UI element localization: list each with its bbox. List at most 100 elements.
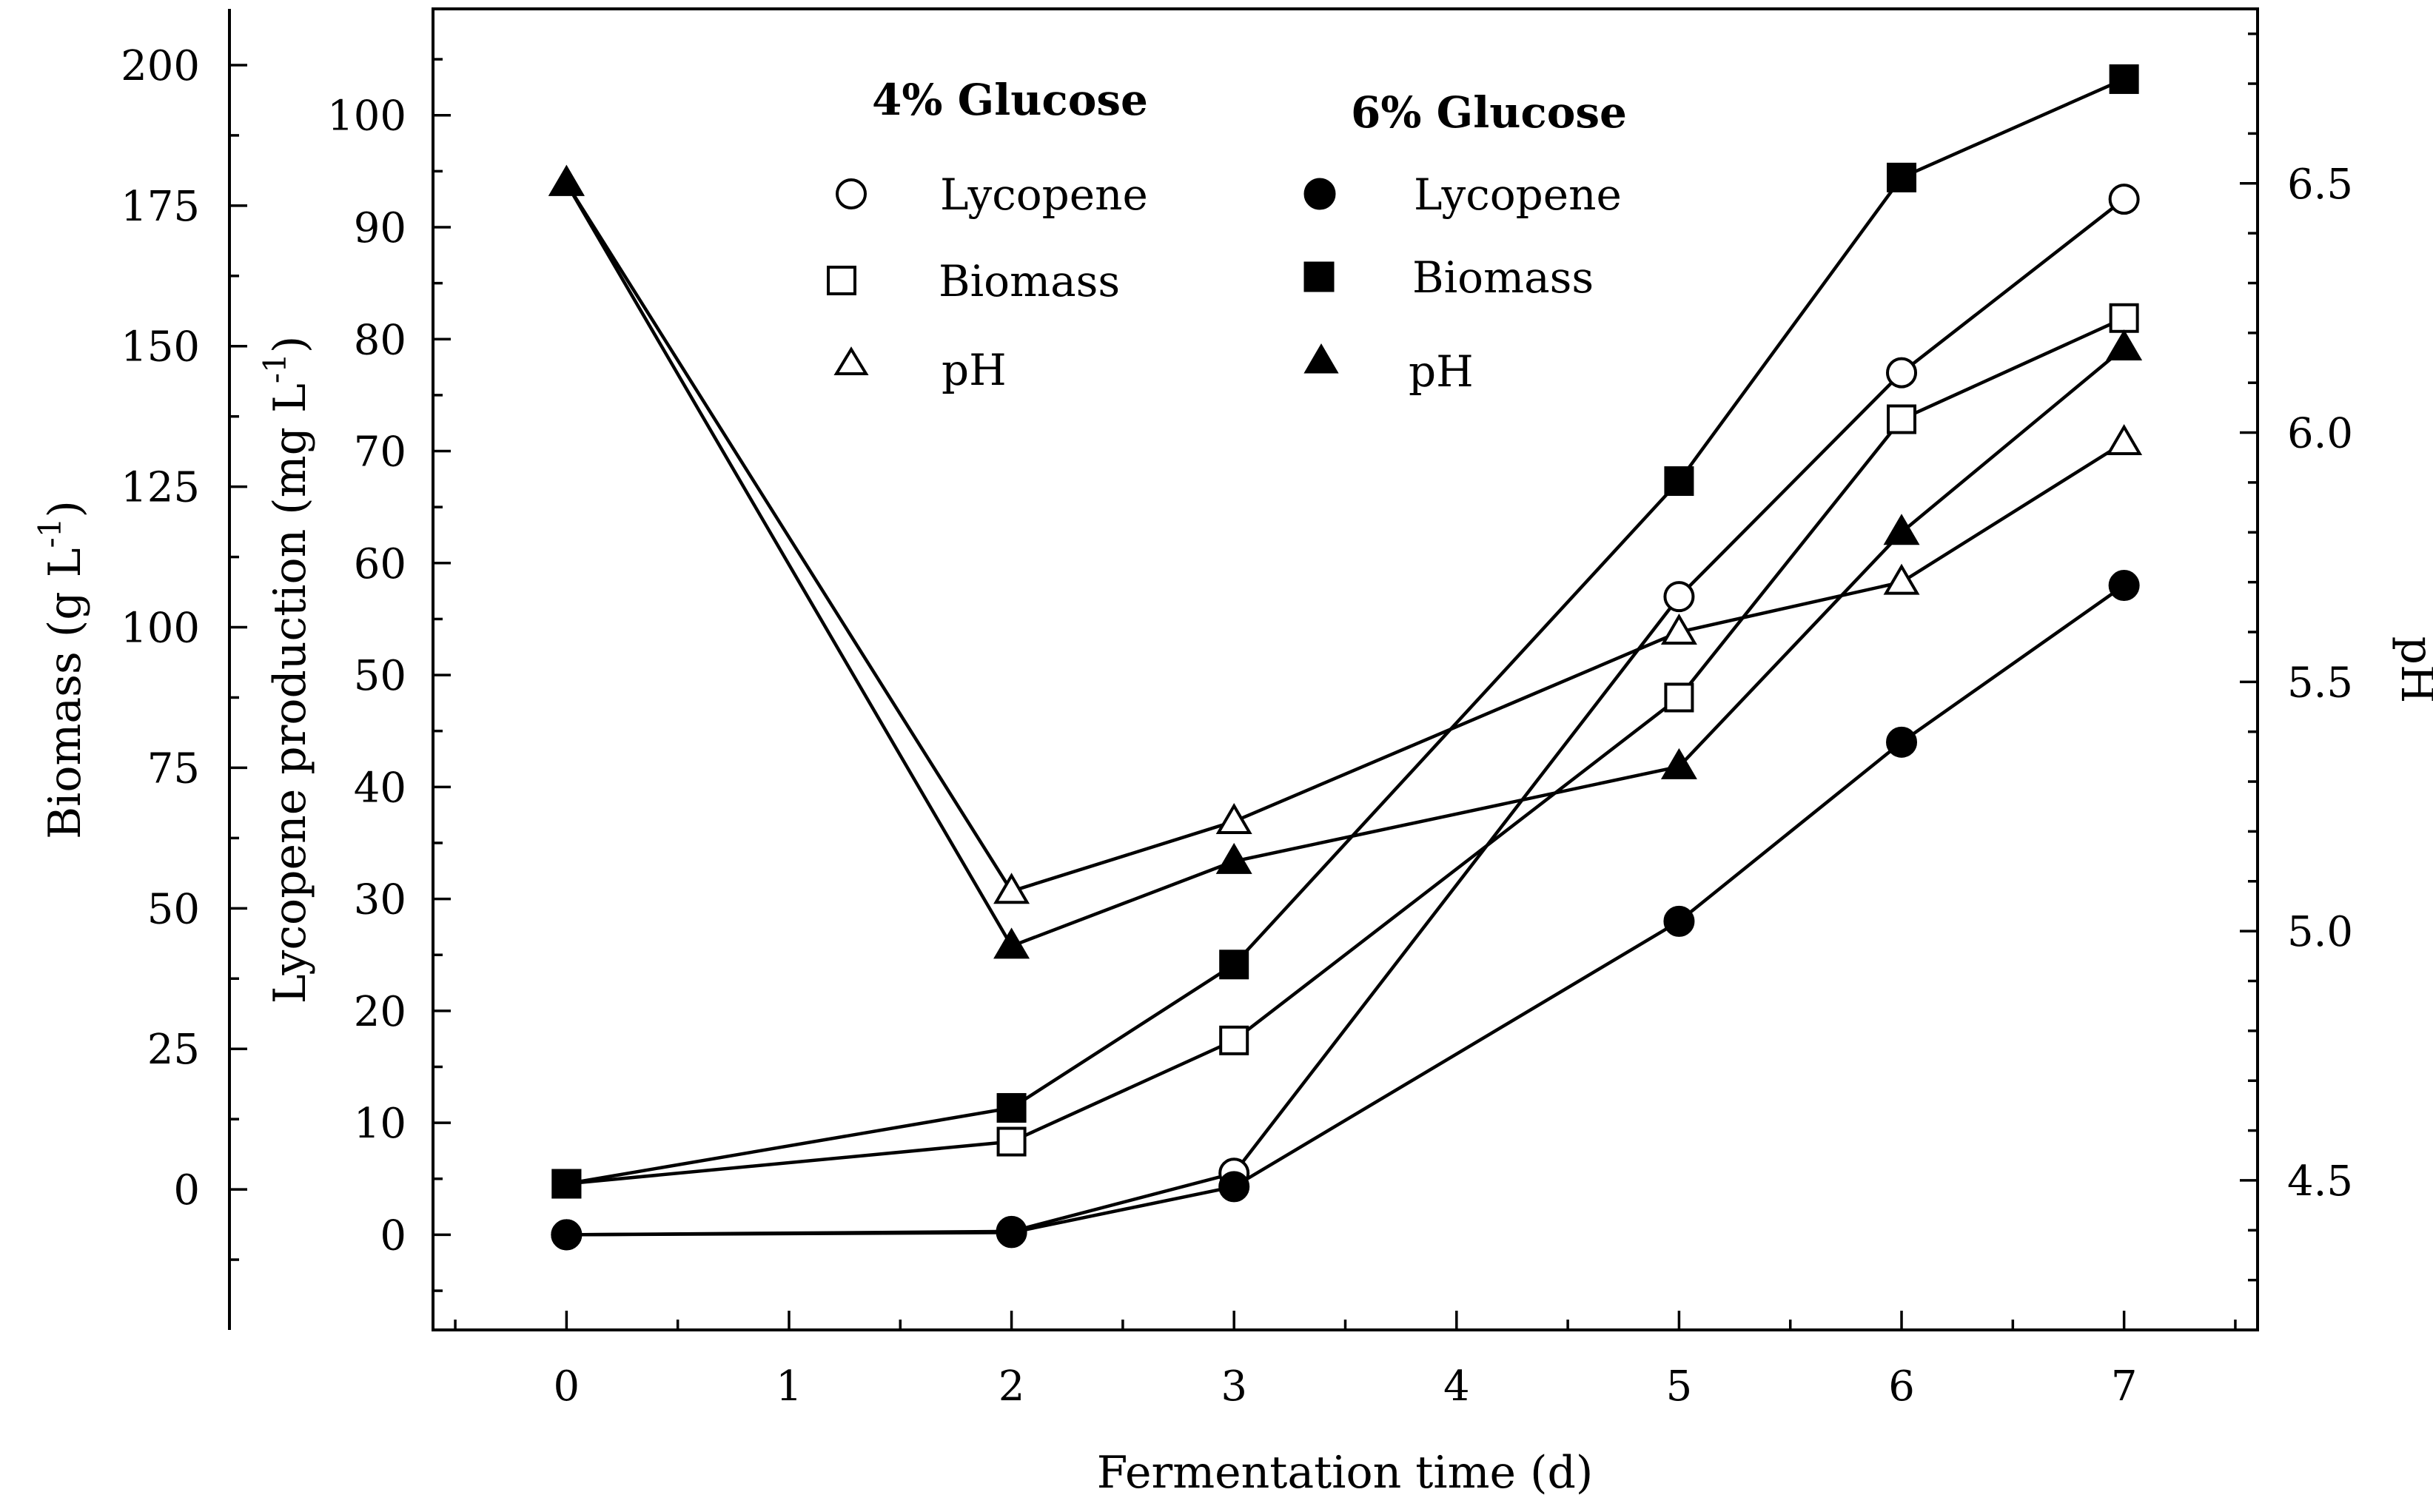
point-biomass-6pct [551, 1169, 582, 1199]
tick-marks [229, 32, 2258, 1330]
point-lycopene-6pct [996, 1217, 1027, 1249]
plot-frame [432, 7, 2259, 1331]
legend-label-lycopene-6pct: Lycopene [1414, 169, 1622, 220]
biomass-tick-label: 100 [121, 605, 200, 653]
point-lycopene-4pct [1663, 581, 1695, 613]
lycopene-tick-label: 70 [354, 429, 406, 477]
point-biomass-6pct [996, 1092, 1027, 1123]
legend-marker-lycopene-4pct [836, 178, 867, 209]
x-tick-label: 1 [776, 1363, 802, 1411]
legend-title-4pct: 4% Glucose [872, 75, 1148, 125]
lycopene-tick-label: 60 [354, 540, 406, 588]
point-biomass-4pct [1887, 404, 1917, 434]
biomass-tick-label: 125 [121, 464, 200, 512]
lycopene-tick-label: 100 [327, 93, 406, 141]
legend: 4% Glucose 6% Glucose Lycopene Biomass p… [827, 75, 1627, 397]
ph-tick-label: 5.0 [2287, 908, 2353, 956]
x-tick-label: 3 [1221, 1363, 1247, 1411]
legend-label-lycopene-4pct: Lycopene [940, 169, 1148, 220]
ph-tick-label: 4.5 [2287, 1157, 2353, 1206]
biomass-tick-label: 175 [121, 183, 200, 231]
series-line-lycopene-4pct [566, 198, 2125, 1237]
x-tick-label: 7 [2111, 1363, 2138, 1411]
point-biomass-4pct [996, 1126, 1027, 1157]
point-ph-6pct [1660, 747, 1697, 779]
point-ph-4pct [1215, 802, 1252, 834]
lycopene-tick-label: 50 [354, 652, 406, 700]
series-markers [548, 64, 2143, 1251]
x-tick-label: 5 [1666, 1363, 1693, 1411]
legend-marker-lycopene-6pct [1303, 178, 1336, 210]
ph-tick-label: 6.5 [2287, 161, 2353, 209]
point-lycopene-4pct [2108, 184, 2140, 215]
biomass-tick-label: 150 [121, 323, 200, 372]
series-line-lycopene-6pct [566, 584, 2125, 1237]
lycopene-tick-label: 80 [354, 316, 406, 364]
series-line-biomass-4pct [566, 316, 2125, 1186]
lycopene-tick-label: 10 [354, 1100, 406, 1148]
point-biomass-6pct [1219, 950, 1249, 980]
point-ph-6pct [1215, 842, 1252, 874]
biomass-tick-label: 25 [147, 1026, 200, 1074]
biomass-axis-title-text: Biomass (g L [39, 548, 91, 839]
point-lycopene-6pct [1886, 726, 1918, 758]
point-biomass-4pct [1664, 682, 1694, 713]
point-ph-6pct [993, 927, 1030, 959]
ph-axis-title: pH [2391, 636, 2433, 704]
point-biomass-4pct [1219, 1025, 1249, 1055]
ph-tick-label: 5.5 [2287, 659, 2353, 707]
lycopene-axis-title: Lycopene production (mg L-1) [257, 336, 316, 1004]
point-lycopene-4pct [1886, 357, 1918, 389]
legend-label-ph-4pct: pH [942, 345, 1007, 395]
point-ph-4pct [1883, 563, 1920, 595]
series-line-ph-6pct [565, 182, 2126, 949]
x-axis-title: Fermentation time (d) [1097, 1447, 1594, 1499]
legend-label-biomass-4pct: Biomass [939, 256, 1120, 306]
ph-tick-label: 6.0 [2287, 410, 2353, 458]
tick-labels: 0 1 2 3 4 5 6 70 25 50 75 100 125 150 175 200 0 10 20 30 40 5… [121, 42, 2353, 1411]
legend-marker-ph-6pct [1303, 343, 1339, 374]
series-lines [565, 77, 2126, 1237]
lycopene-tick-label: 90 [354, 204, 406, 252]
lycopene-tick-label: 20 [354, 988, 406, 1036]
x-tick-label: 6 [1888, 1363, 1915, 1411]
lycopene-tick-label: 40 [354, 764, 406, 812]
legend-title-6pct: 6% Glucose [1351, 87, 1627, 138]
point-lycopene-6pct [2108, 570, 2140, 602]
point-ph-4pct [993, 873, 1030, 904]
lycopene-axis-title-sup: -1 [257, 353, 293, 383]
x-tick-label: 0 [554, 1363, 580, 1411]
point-biomass-4pct [2109, 303, 2139, 333]
biomass-axis-title: Biomass (g L-1) [32, 500, 91, 839]
x-tick-label: 2 [999, 1363, 1025, 1411]
point-biomass-6pct [2109, 64, 2139, 94]
point-lycopene-6pct [1663, 905, 1695, 937]
biomass-tick-label: 75 [147, 745, 200, 793]
legend-marker-biomass-6pct [1303, 261, 1335, 292]
point-biomass-6pct [1664, 466, 1694, 497]
point-ph-6pct [1883, 514, 1920, 545]
lycopene-axis-title-close: ) [264, 336, 316, 353]
legend-label-biomass-6pct: Biomass [1412, 252, 1594, 303]
point-biomass-6pct [1887, 162, 1917, 192]
biomass-tick-label: 200 [121, 42, 200, 90]
point-ph-6pct [2106, 329, 2143, 361]
biomass-axis-title-close: ) [39, 500, 91, 517]
point-lycopene-6pct [1218, 1171, 1250, 1203]
biomass-tick-label: 0 [173, 1166, 200, 1214]
lycopene-tick-label: 30 [354, 876, 406, 924]
biomass-tick-label: 50 [147, 885, 200, 933]
point-ph-4pct [1660, 614, 1697, 645]
legend-label-ph-6pct: pH [1409, 346, 1474, 397]
legend-marker-ph-4pct [833, 346, 869, 375]
biomass-axis-title-sup: -1 [32, 518, 68, 548]
point-lycopene-6pct [551, 1219, 583, 1251]
axes [228, 7, 2259, 1331]
point-ph-4pct [2106, 424, 2143, 456]
legend-marker-biomass-4pct [827, 266, 856, 295]
series-line-biomass-6pct [566, 77, 2125, 1186]
series-line-ph-4pct [565, 182, 2125, 893]
x-tick-label: 4 [1443, 1363, 1470, 1411]
lycopene-axis-title-text: Lycopene production (mg L [264, 383, 316, 1004]
